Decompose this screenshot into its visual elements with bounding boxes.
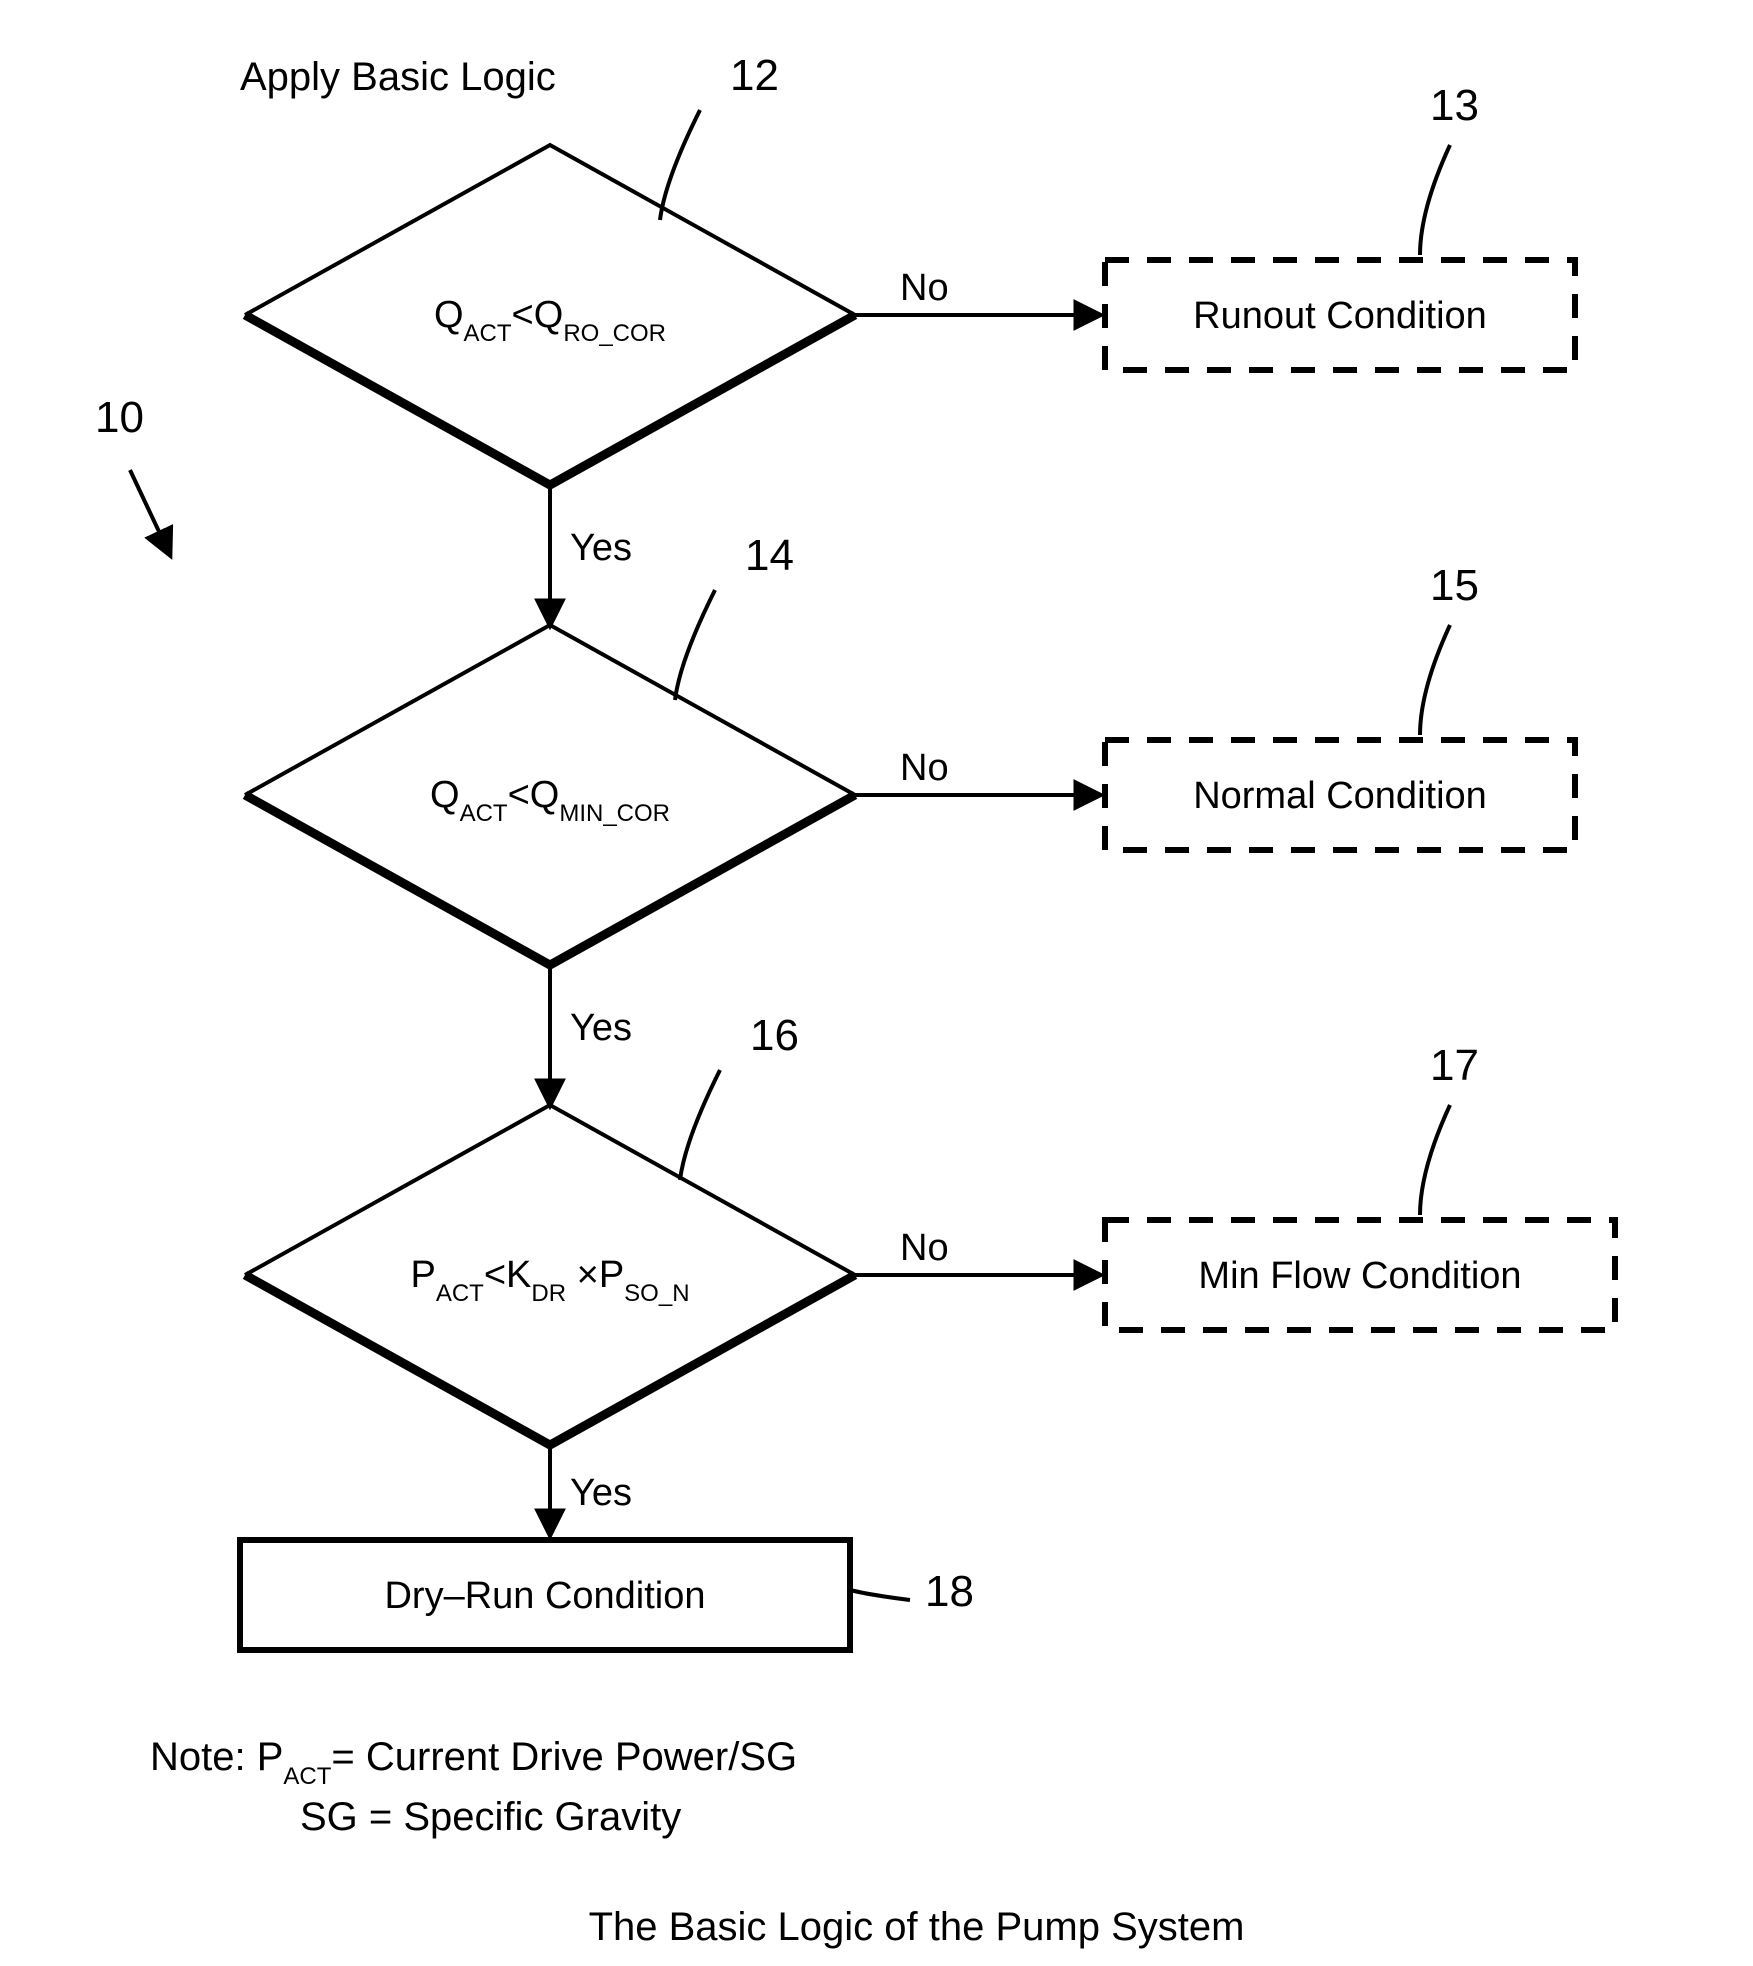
edge-no16-label: No [900,1227,949,1269]
edge-yes16-label: Yes [570,1472,632,1514]
terminal-t13-label: Runout Condition [1193,295,1487,337]
ref-r18: 18 [925,1567,974,1616]
edge-yes12-label: Yes [570,527,632,569]
edge-no12-label: No [900,267,949,309]
figure-caption: The Basic Logic of the Pump System [589,1905,1245,1949]
terminal-t15-label: Normal Condition [1193,775,1487,817]
header-title: Apply Basic Logic [240,55,556,99]
edge-yes14-label: Yes [570,1007,632,1049]
terminal-t18-label: Dry–Run Condition [384,1575,705,1617]
note-line-2: SG = Specific Gravity [300,1795,681,1839]
terminal-t17-label: Min Flow Condition [1198,1255,1521,1297]
edge-no14-label: No [900,747,949,789]
ref-r13: 13 [1430,81,1479,130]
ref-r14: 14 [745,531,794,580]
ref-r17: 17 [1430,1041,1479,1090]
ref-r12: 12 [730,51,779,100]
ref-r15: 15 [1430,561,1479,610]
ref-r16: 16 [750,1011,799,1060]
ref-r10: 10 [95,393,144,442]
